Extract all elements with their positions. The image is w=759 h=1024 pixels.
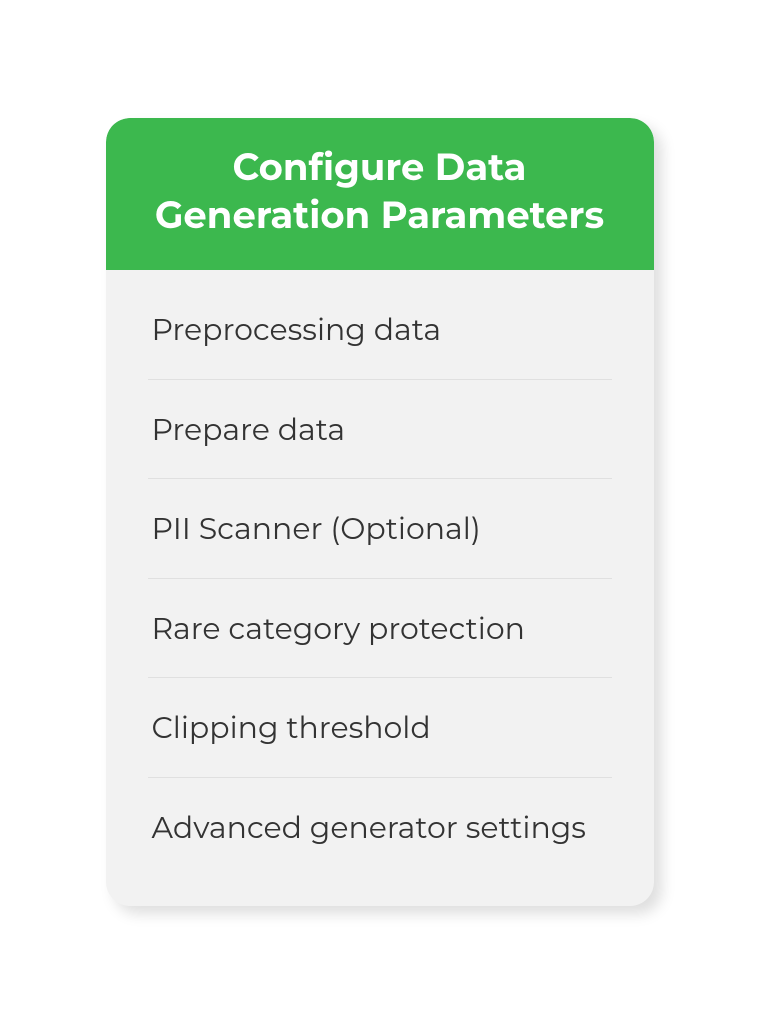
list-item-advanced-settings[interactable]: Advanced generator settings	[148, 778, 612, 877]
card-body: Preprocessing data Prepare data PII Scan…	[106, 270, 654, 906]
list-item-clipping-threshold[interactable]: Clipping threshold	[148, 678, 612, 778]
config-card: Configure Data Generation Parameters Pre…	[106, 118, 654, 906]
list-item-prepare[interactable]: Prepare data	[148, 380, 612, 480]
list-item-pii-scanner[interactable]: PII Scanner (Optional)	[148, 479, 612, 579]
list-item-preprocessing[interactable]: Preprocessing data	[148, 280, 612, 380]
card-header: Configure Data Generation Parameters	[106, 118, 654, 270]
list-item-rare-category[interactable]: Rare category protection	[148, 579, 612, 679]
